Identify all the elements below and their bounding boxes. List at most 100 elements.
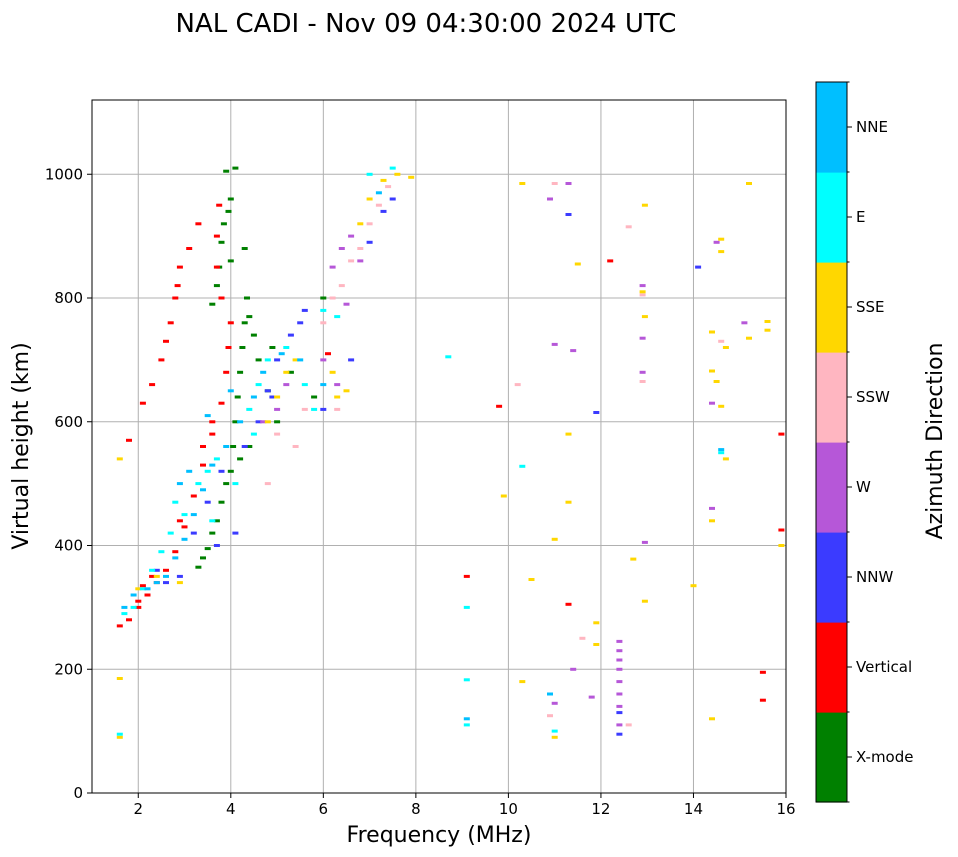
data-point-x-mode: [246, 445, 253, 448]
data-point-w: [616, 649, 623, 653]
data-point-e: [195, 482, 202, 486]
data-point-nnw: [213, 544, 220, 547]
data-point-x-mode: [213, 284, 220, 288]
data-point-vertical: [216, 203, 223, 207]
data-point-e: [213, 457, 220, 461]
data-point-sse: [519, 182, 526, 185]
data-point-w: [588, 695, 595, 699]
data-point-nnw: [274, 358, 281, 362]
data-point-sse: [764, 328, 771, 332]
data-point-vertical: [778, 528, 785, 532]
data-point-sse: [709, 369, 715, 373]
data-point-nne: [186, 469, 193, 473]
data-point-sse: [593, 643, 600, 646]
data-point-vertical: [325, 352, 331, 356]
colorbar-label: E: [856, 208, 865, 226]
data-point-e: [463, 678, 470, 682]
data-point-vertical: [135, 599, 142, 603]
data-point-w: [713, 240, 720, 244]
data-point-nne: [200, 488, 206, 492]
data-point-nne: [237, 420, 244, 424]
x-tick-label: 12: [591, 800, 610, 818]
data-point-x-mode: [213, 519, 220, 523]
data-point-sse: [722, 346, 729, 349]
data-point-nnw: [269, 395, 276, 399]
data-point-e: [130, 605, 137, 609]
colorbar-label: X-mode: [856, 748, 913, 766]
data-point-w: [343, 302, 350, 306]
data-point-ssw: [625, 225, 632, 229]
data-point-vertical: [126, 618, 132, 622]
data-point-e: [172, 500, 179, 504]
data-point-x-mode: [232, 166, 239, 170]
data-point-x-mode: [209, 302, 216, 306]
data-point-x-mode: [232, 420, 239, 424]
data-point-nne: [320, 383, 327, 387]
data-point-vertical: [126, 438, 132, 442]
data-point-x-mode: [209, 531, 216, 535]
data-point-nne: [227, 389, 234, 393]
data-point-x-mode: [246, 315, 253, 319]
data-point-x-mode: [287, 370, 294, 374]
data-point-vertical: [176, 519, 183, 523]
colorbar-label: SSE: [856, 298, 885, 316]
data-point-x-mode: [237, 457, 244, 461]
data-point-vertical: [200, 463, 206, 467]
data-point-w: [551, 342, 558, 346]
data-point-e: [463, 605, 470, 609]
y-tick-label: 1000: [45, 165, 83, 183]
data-point-ssw: [639, 293, 646, 297]
data-point-vertical: [144, 593, 151, 597]
data-point-w: [551, 701, 558, 705]
data-point-ssw: [301, 407, 308, 411]
data-point-nnw: [163, 581, 169, 585]
data-point-ssw: [366, 222, 373, 226]
data-point-nne: [209, 463, 216, 467]
y-tick-label: 0: [73, 784, 83, 802]
data-point-w: [616, 692, 623, 696]
data-point-w: [274, 407, 281, 411]
data-point-ssw: [274, 432, 281, 436]
data-point-e: [167, 531, 174, 535]
data-point-nnw: [320, 407, 327, 411]
data-point-e: [139, 587, 146, 591]
data-point-nnw: [232, 531, 239, 535]
data-point-sse: [641, 203, 648, 207]
data-point-sse: [709, 717, 715, 721]
data-point-x-mode: [223, 169, 230, 173]
data-point-nnw: [241, 445, 248, 448]
data-point-vertical: [158, 358, 165, 362]
data-point-sse: [176, 581, 183, 585]
data-point-sse: [641, 315, 648, 319]
data-point-nnw: [190, 531, 197, 535]
data-point-vertical: [607, 259, 614, 263]
data-point-sse: [713, 380, 720, 383]
data-point-w: [616, 639, 623, 643]
data-point-sse: [116, 735, 123, 739]
plot-area: [92, 100, 786, 793]
data-point-e: [366, 172, 373, 176]
data-point-x-mode: [225, 209, 232, 213]
data-point-nnw: [380, 209, 387, 213]
data-point-sse: [343, 389, 350, 393]
data-point-sse: [718, 237, 725, 241]
data-point-nne: [375, 191, 382, 195]
data-point-sse: [135, 587, 142, 591]
x-axis-ticks: 2 4 6 8 10 12 14 16: [133, 793, 796, 818]
y-tick-label: 200: [54, 660, 83, 678]
data-point-w: [639, 336, 646, 340]
data-point-nne: [163, 574, 169, 578]
x-tick-label: 6: [319, 800, 329, 818]
data-point-vertical: [149, 383, 156, 387]
data-point-vertical: [172, 296, 179, 300]
data-point-ssw: [385, 185, 392, 189]
data-point-vertical: [565, 602, 572, 606]
data-point-ssw: [334, 407, 341, 411]
data-point-vertical: [139, 401, 146, 405]
data-point-w: [283, 383, 290, 387]
data-point-sse: [764, 320, 771, 323]
data-point-sse: [690, 584, 697, 588]
data-point-nne: [278, 352, 285, 356]
data-point-sse: [528, 578, 535, 581]
